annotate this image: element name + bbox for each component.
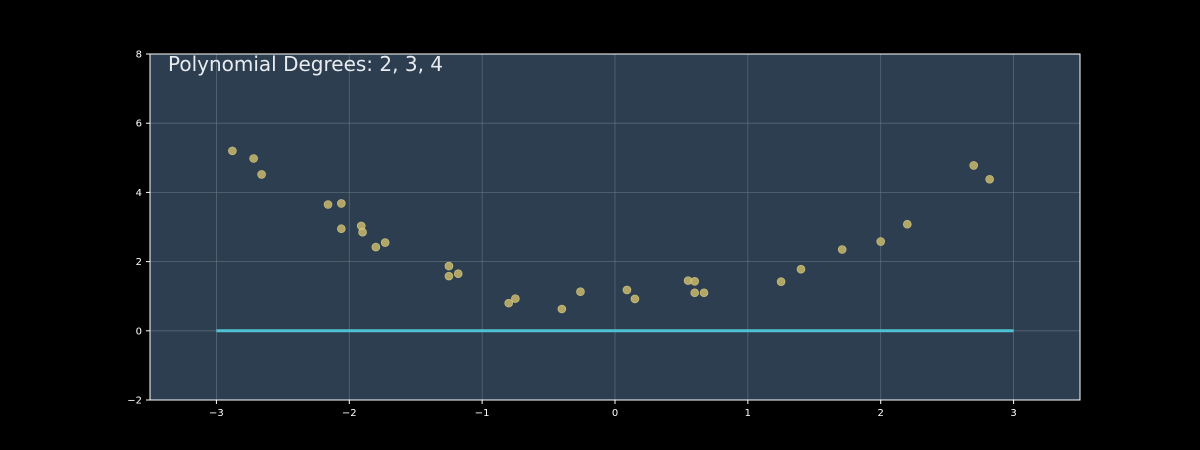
data-point <box>690 277 700 286</box>
y-tick-label: −2 <box>127 396 142 407</box>
data-point <box>444 271 454 281</box>
y-tick-label: 2 <box>136 257 142 268</box>
data-point <box>969 161 979 170</box>
data-point <box>228 146 237 156</box>
x-tick-label: −1 <box>475 408 490 419</box>
x-tick-label: 0 <box>612 408 618 419</box>
y-tick-label: 4 <box>136 188 142 199</box>
data-point <box>444 261 454 271</box>
x-axis: −3 −2 −1 0 1 2 3 <box>209 400 1017 419</box>
x-tick-label: 2 <box>878 408 884 419</box>
data-point <box>504 298 514 308</box>
data-point <box>876 237 886 246</box>
x-tick-label: 1 <box>745 408 751 419</box>
data-point <box>337 199 346 208</box>
data-point <box>796 264 806 274</box>
data-point <box>358 227 367 237</box>
data-point <box>985 174 994 184</box>
y-axis: −2 0 2 4 6 8 <box>127 50 150 407</box>
data-point <box>902 219 912 229</box>
data-point <box>453 269 463 279</box>
chart-title: Polynomial Degrees: 2, 3, 4 <box>168 52 443 76</box>
y-tick-label: 6 <box>136 119 142 130</box>
data-point <box>371 242 381 252</box>
data-point <box>249 154 258 163</box>
y-tick-label: 8 <box>136 50 142 61</box>
data-point <box>380 238 390 247</box>
data-point <box>576 287 585 297</box>
data-point <box>690 288 700 298</box>
data-point <box>257 170 266 179</box>
data-point <box>622 285 632 295</box>
x-tick-label: 3 <box>1010 408 1016 419</box>
data-point <box>337 224 346 234</box>
point-layer <box>228 146 994 314</box>
data-point <box>323 200 333 209</box>
data-point <box>511 294 520 303</box>
data-point <box>630 294 640 304</box>
data-point <box>699 288 709 298</box>
y-tick-label: 0 <box>136 326 142 337</box>
x-tick-label: −2 <box>342 408 357 419</box>
data-point <box>557 304 567 314</box>
data-point <box>837 245 847 254</box>
data-point <box>776 277 786 286</box>
x-tick-label: −3 <box>209 408 224 419</box>
